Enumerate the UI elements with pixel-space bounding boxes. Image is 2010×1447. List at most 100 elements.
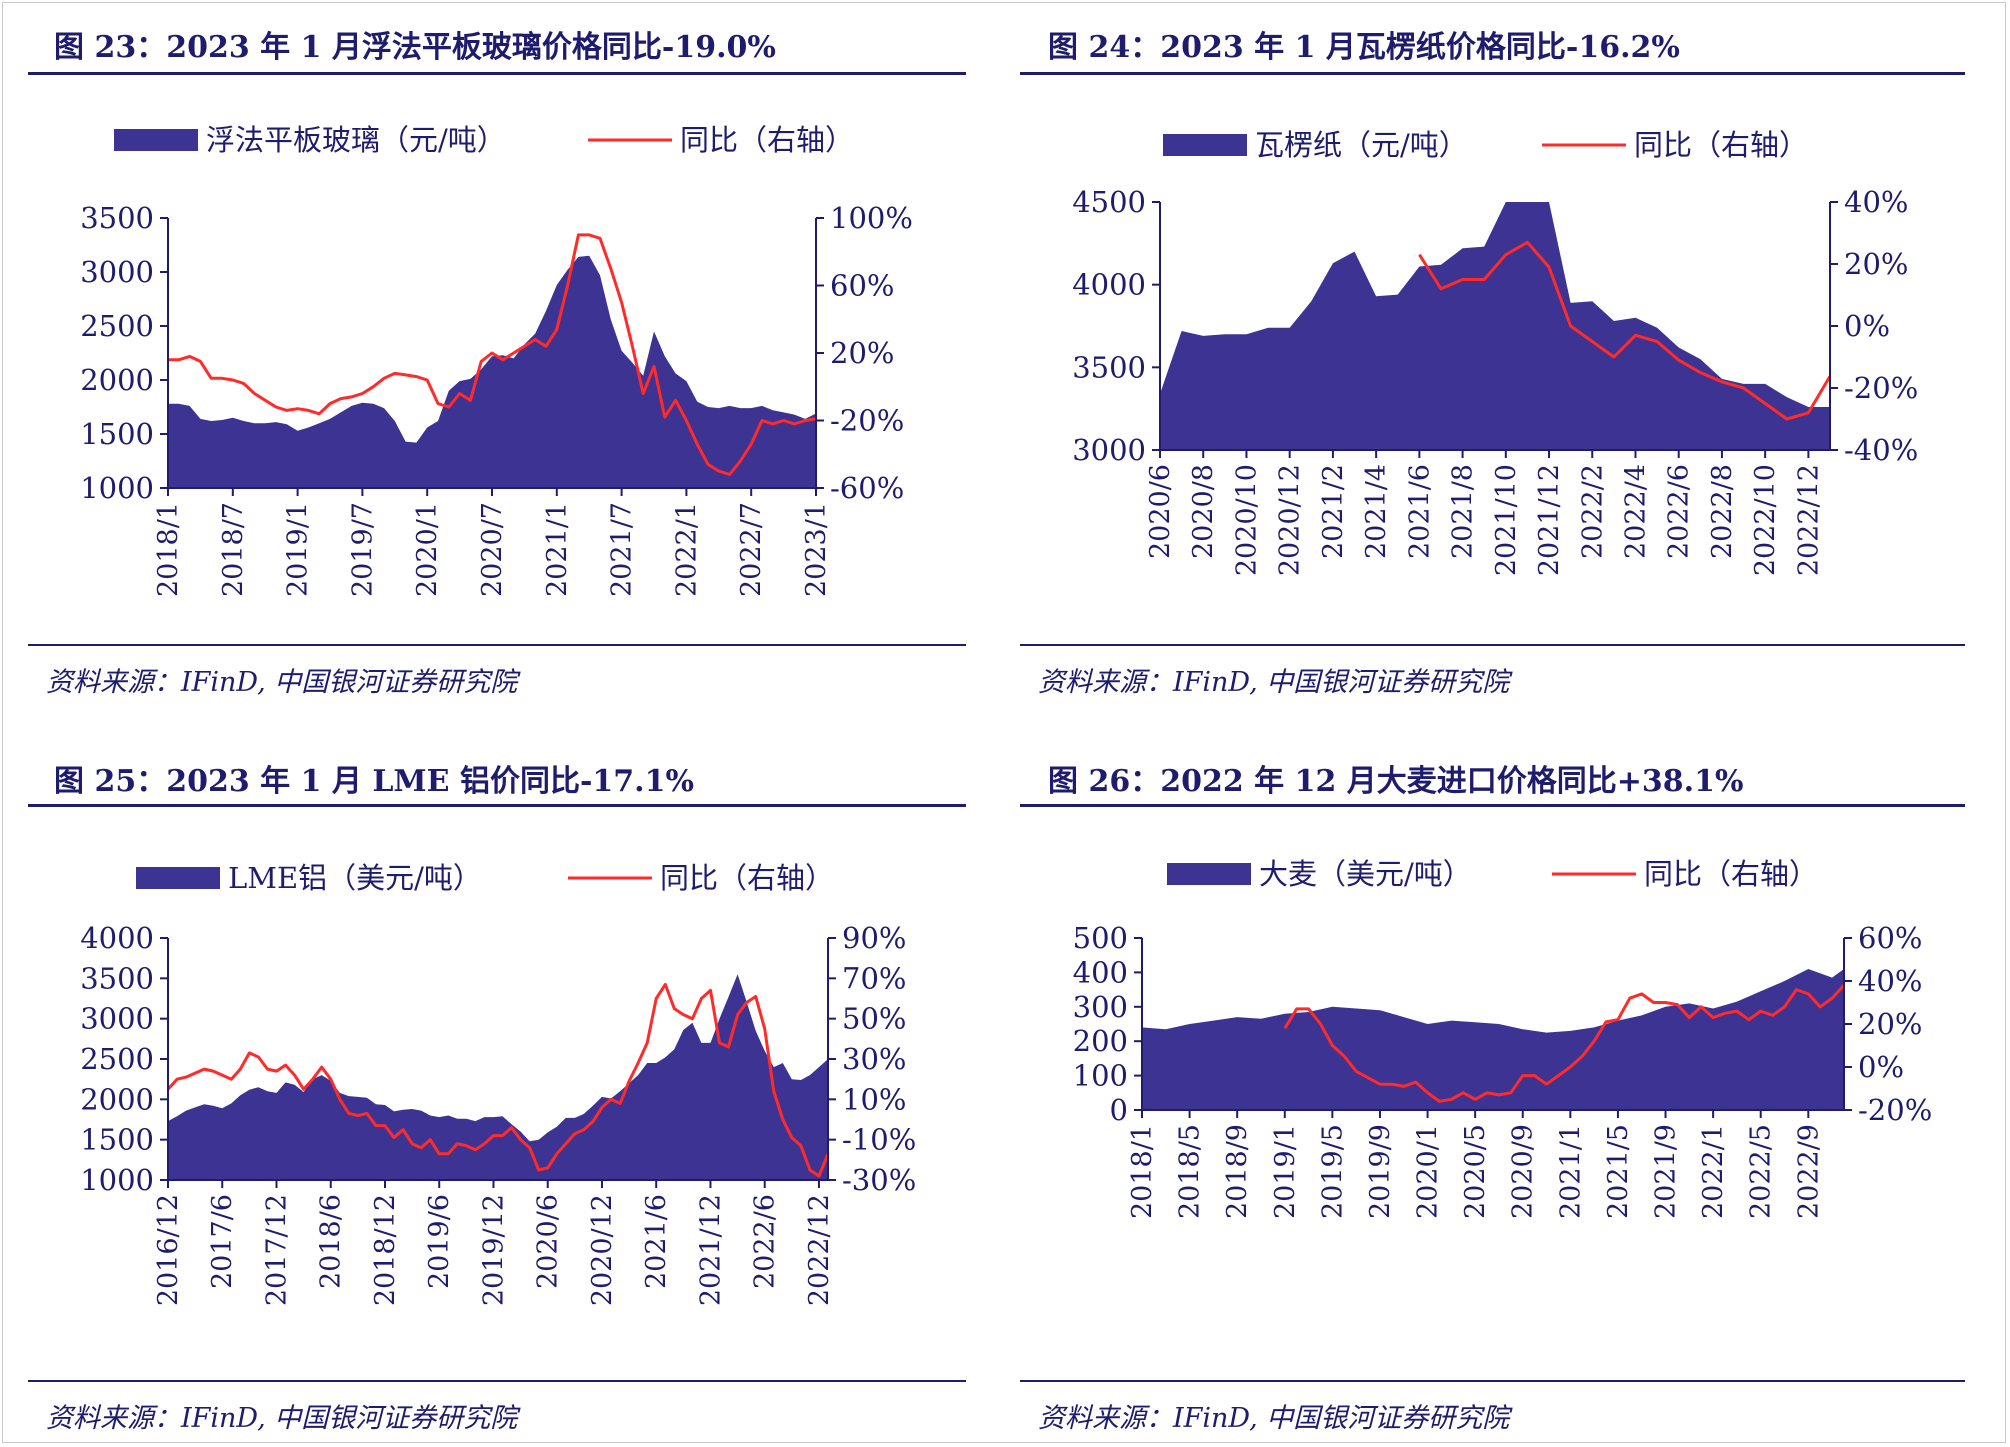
left-axis-tick-label: 3000	[80, 1002, 154, 1036]
left-axis-tick-label: 3500	[80, 201, 154, 235]
x-axis-tick-label: 2019/5	[1317, 1124, 1348, 1219]
area-series	[168, 255, 816, 488]
right-axis-tick-label: -10%	[842, 1123, 916, 1157]
left-axis-tick-label: 300	[1073, 990, 1128, 1024]
x-axis-tick-label: 2017/12	[261, 1194, 292, 1306]
legend-area-swatch	[136, 867, 220, 889]
right-axis-tick-label: 40%	[1844, 185, 1908, 219]
x-axis-tick-label: 2020/7	[477, 502, 508, 597]
x-axis-tick-label: 2020/6	[533, 1194, 564, 1289]
x-axis-tick-label: 2020/10	[1231, 464, 1262, 576]
x-axis-tick-label: 2022/12	[1793, 464, 1824, 576]
left-axis-tick-label: 1000	[80, 471, 154, 505]
area-series	[168, 974, 828, 1180]
left-axis-tick-label: 1000	[80, 1163, 154, 1197]
chart-svg: 瓦楞纸（元/吨） 同比（右轴） 3000 3500 4000 4500 -40% -20% 0%…	[1072, 128, 1918, 576]
left-axis-tick-label: 3000	[1072, 433, 1146, 467]
x-axis-tick-label: 2019/12	[478, 1194, 509, 1306]
left-axis-tick-label: 3500	[1072, 350, 1146, 384]
right-axis-tick-label: 100%	[830, 201, 913, 235]
legend-area-label: 瓦楞纸（元/吨）	[1255, 128, 1468, 162]
x-axis-tick-label: 2020/8	[1188, 464, 1219, 559]
x-axis-tick-label: 2022/5	[1746, 1124, 1777, 1219]
right-axis-tick-label: 70%	[842, 961, 906, 995]
x-axis-tick-label: 2018/1	[153, 502, 184, 597]
x-axis-tick-label: 2022/4	[1620, 464, 1651, 559]
left-axis-tick-label: 100	[1073, 1059, 1128, 1093]
source-note: 资料来源：IFinD, 中国银河证券研究院	[46, 667, 518, 698]
x-axis-tick-label: 2018/12	[370, 1194, 401, 1306]
left-axis-tick-label: 3000	[80, 255, 154, 289]
right-axis-tick-label: 0%	[1858, 1050, 1904, 1084]
left-axis-tick-label: 2500	[80, 309, 154, 343]
x-axis-tick-label: 2021/7	[607, 502, 638, 597]
x-axis-tick-label: 2018/9	[1222, 1124, 1253, 1219]
source-note: 资料来源：IFinD, 中国银河证券研究院	[1038, 1403, 1510, 1434]
chart-panel-corrugated-paper: 图 24：2023 年 1 月瓦楞纸价格同比-16.2% 瓦楞纸（元/吨） 同比（…	[1020, 20, 1965, 720]
legend-area-swatch	[114, 129, 198, 151]
right-axis-tick-label: 30%	[842, 1042, 906, 1076]
x-axis-tick-label: 2021/1	[542, 502, 573, 597]
right-axis-tick-label: -20%	[830, 404, 904, 438]
x-axis-tick-label: 2021/9	[1651, 1124, 1682, 1219]
left-axis-tick-label: 2500	[80, 1042, 154, 1076]
source-note: 资料来源：IFinD, 中国银河证券研究院	[46, 1403, 518, 1434]
legend-area-label: 浮法平板玻璃（元/吨）	[206, 123, 506, 157]
right-axis-tick-label: 60%	[830, 269, 894, 303]
footer-rule	[28, 644, 966, 646]
x-axis-tick-label: 2020/1	[412, 502, 443, 597]
right-axis-tick-label: 40%	[1858, 964, 1922, 998]
footer-rule	[1020, 1380, 1965, 1382]
right-axis-tick-label: 50%	[842, 1002, 906, 1036]
right-axis-tick-label: -60%	[830, 471, 904, 505]
x-axis-tick-label: 2022/6	[750, 1194, 781, 1289]
legend-area-swatch	[1167, 863, 1251, 885]
right-axis-tick-label: -40%	[1844, 433, 1918, 467]
right-axis-tick-label: 10%	[842, 1082, 906, 1116]
left-axis-tick-label: 400	[1073, 955, 1128, 989]
x-axis-tick-label: 2022/7	[736, 502, 767, 597]
left-axis-tick-label: 200	[1073, 1024, 1128, 1058]
x-axis-tick-label: 2018/1	[1127, 1124, 1158, 1219]
area-series	[1142, 969, 1844, 1110]
x-axis-tick-label: 2021/1	[1555, 1124, 1586, 1219]
left-axis-tick-label: 1500	[80, 417, 154, 451]
x-axis-tick-label: 2020/1	[1413, 1124, 1444, 1219]
yoy-line-series	[1283, 984, 1846, 1103]
left-axis-tick-label: 3500	[80, 961, 154, 995]
left-axis-tick-label: 0	[1110, 1093, 1128, 1127]
x-axis-tick-label: 2017/6	[207, 1194, 238, 1289]
chart-svg: 浮法平板玻璃（元/吨） 同比（右轴） 1000 1500 2000 2500 3000 350…	[80, 123, 913, 597]
x-axis-tick-label: 2021/6	[1404, 464, 1435, 559]
x-axis-tick-label: 2022/1	[671, 502, 702, 597]
x-axis-tick-label: 2021/6	[641, 1194, 672, 1289]
right-axis-tick-label: 20%	[830, 336, 894, 370]
left-axis-tick-label: 4500	[1072, 185, 1146, 219]
legend-line-label: 同比（右轴）	[1644, 857, 1818, 891]
x-axis-tick-label: 2020/12	[1275, 464, 1306, 576]
x-axis-tick-label: 2018/7	[218, 502, 249, 597]
left-axis-tick-label: 500	[1073, 921, 1128, 955]
x-axis-tick-label: 2021/12	[1534, 464, 1565, 576]
left-axis-tick-label: 2000	[80, 1082, 154, 1116]
left-axis-tick-label: 4000	[80, 921, 154, 955]
x-axis-tick-label: 2019/1	[283, 502, 314, 597]
legend-line-label: 同比（右轴）	[1634, 128, 1808, 162]
x-axis-tick-label: 2018/5	[1175, 1124, 1206, 1219]
area-series	[1160, 202, 1830, 450]
right-axis-tick-label: 90%	[842, 921, 906, 955]
x-axis-tick-label: 2022/6	[1664, 464, 1695, 559]
chart-title: 图 25：2023 年 1 月 LME 铝价同比-17.1%	[54, 764, 694, 799]
x-axis-tick-label: 2020/6	[1145, 464, 1176, 559]
x-axis-tick-label: 2020/12	[587, 1194, 618, 1306]
left-axis-tick-label: 1500	[80, 1123, 154, 1157]
yoy-line-series	[168, 233, 817, 476]
x-axis-tick-label: 2022/10	[1750, 464, 1781, 576]
chart-panel-lme-aluminum: 图 25：2023 年 1 月 LME 铝价同比-17.1% LME铝（美元/吨…	[28, 756, 966, 1446]
right-axis-tick-label: 0%	[1844, 309, 1890, 343]
x-axis-tick-label: 2022/12	[804, 1194, 835, 1306]
x-axis-tick-label: 2022/1	[1698, 1124, 1729, 1219]
legend-area-label: LME铝（美元/吨）	[228, 861, 482, 895]
yoy-line-series	[1418, 240, 1832, 421]
